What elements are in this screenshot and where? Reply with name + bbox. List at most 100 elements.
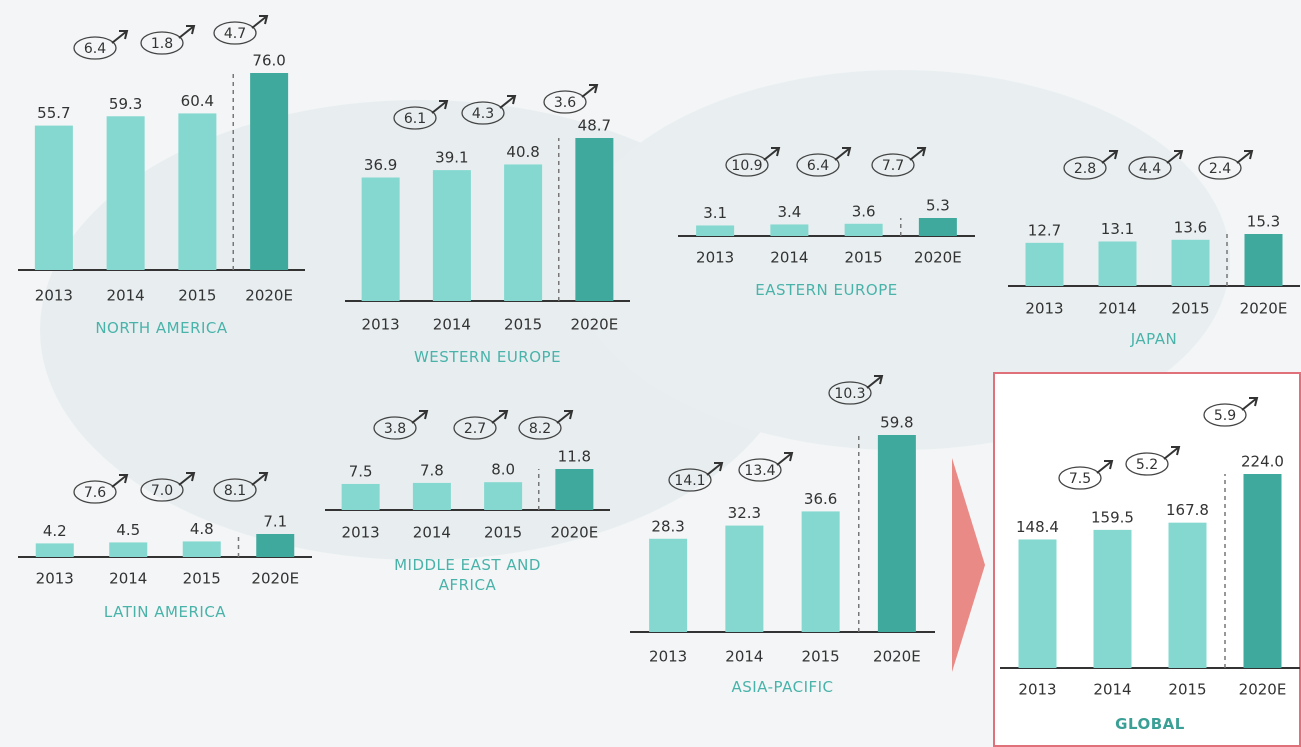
value-label: 11.8 [558,448,591,466]
growth-label: 10.9 [731,158,762,174]
x-tick-label: 2015 [178,287,216,305]
growth-arrow [111,474,129,488]
region-title: EASTERN EUROPE [755,281,898,299]
growth-arrow [763,147,781,161]
x-tick-label: 2013 [696,249,734,267]
region-title: JAPAN [1130,330,1178,348]
growth-arrow [776,452,794,466]
arrow [952,458,985,672]
region-title: MIDDLE EAST AND AFRICA [394,556,541,594]
x-tick-label: 2015 [845,249,883,267]
value-label: 39.1 [435,149,468,167]
growth-label: 7.7 [882,158,904,174]
bar [412,482,451,510]
growth-arrow [581,84,599,98]
growth-label: 4.3 [472,106,494,122]
value-label: 13.6 [1174,218,1207,236]
x-tick-label: 2020E [571,316,619,334]
growth-arrow [1241,397,1259,411]
growth-arrow [178,25,196,39]
x-tick-label: 2020E [1240,300,1288,318]
growth-label: 4.4 [1139,161,1161,177]
growth-label: 8.1 [224,483,246,499]
bar [106,116,145,271]
bar [1025,242,1064,286]
region-title: LATIN AMERICA [103,603,227,621]
bar [484,482,523,510]
value-label: 7.5 [349,462,373,480]
growth-arrow [111,30,129,44]
region-title: GLOBAL [1115,715,1185,733]
bar [182,541,221,557]
growth-badge [725,153,769,177]
growth-badge [461,101,505,125]
growth-badge [1058,466,1102,490]
value-label: 40.8 [506,143,539,161]
growth-badge [518,416,562,440]
growth-badge [373,416,417,440]
growth-arrow [431,100,449,114]
growth-badge [1063,156,1107,180]
x-tick-label: 2014 [725,648,763,666]
growth-label: 6.4 [84,41,106,57]
value-label: 159.5 [1091,508,1134,526]
bar [696,225,735,236]
bar [1243,474,1282,668]
growth-label: 2.4 [1209,161,1231,177]
value-label: 148.4 [1016,518,1059,536]
x-tick-label: 2013 [362,316,400,334]
growth-label: 8.2 [529,421,551,437]
value-label: 28.3 [651,517,684,535]
bar [1244,234,1283,286]
value-label: 13.1 [1101,220,1134,238]
region-title: NORTH AMERICA [95,319,228,337]
value-label: 12.7 [1028,221,1061,239]
x-tick-label: 2015 [802,648,840,666]
value-label: 60.4 [181,92,214,110]
value-label: 4.8 [190,520,214,538]
growth-badge [213,21,257,45]
growth-label: 1.8 [151,36,173,52]
growth-badge [828,381,872,405]
x-tick-label: 2020E [914,249,962,267]
bar [1171,239,1210,286]
growth-arrow [411,410,429,424]
growth-badge [453,416,497,440]
value-label: 7.8 [420,461,444,479]
growth-arrow [251,472,269,486]
bar [432,170,471,301]
x-tick-label: 2014 [1098,300,1136,318]
growth-label: 6.1 [404,111,426,127]
growth-arrow [178,472,196,486]
growth-arrow [491,410,509,424]
x-tick-label: 2020E [251,570,299,588]
value-label: 4.5 [116,521,140,539]
growth-arrow [1096,460,1114,474]
growth-badge [1198,156,1242,180]
bar [649,538,688,632]
bar [109,542,148,557]
bar [250,73,289,270]
value-label: 3.4 [777,203,801,221]
x-tick-label: 2014 [109,570,147,588]
bar [725,525,764,632]
growth-arrow [909,147,927,161]
bar [770,224,809,236]
value-label: 48.7 [578,117,611,135]
value-label: 32.3 [728,504,761,522]
x-tick-label: 2014 [770,249,808,267]
growth-label: 4.7 [224,26,246,42]
bar [918,218,957,236]
value-label: 55.7 [37,104,70,122]
growth-arrow [1163,446,1181,460]
value-label: 3.1 [703,204,727,222]
growth-badge [543,90,587,114]
growth-badge [1203,403,1247,427]
value-label: 59.8 [880,414,913,432]
growth-badge [1125,452,1169,476]
value-label: 36.6 [804,490,837,508]
bar [256,534,295,557]
value-label: 8.0 [491,461,515,479]
growth-arrow [499,95,517,109]
x-tick-label: 2015 [484,524,522,542]
